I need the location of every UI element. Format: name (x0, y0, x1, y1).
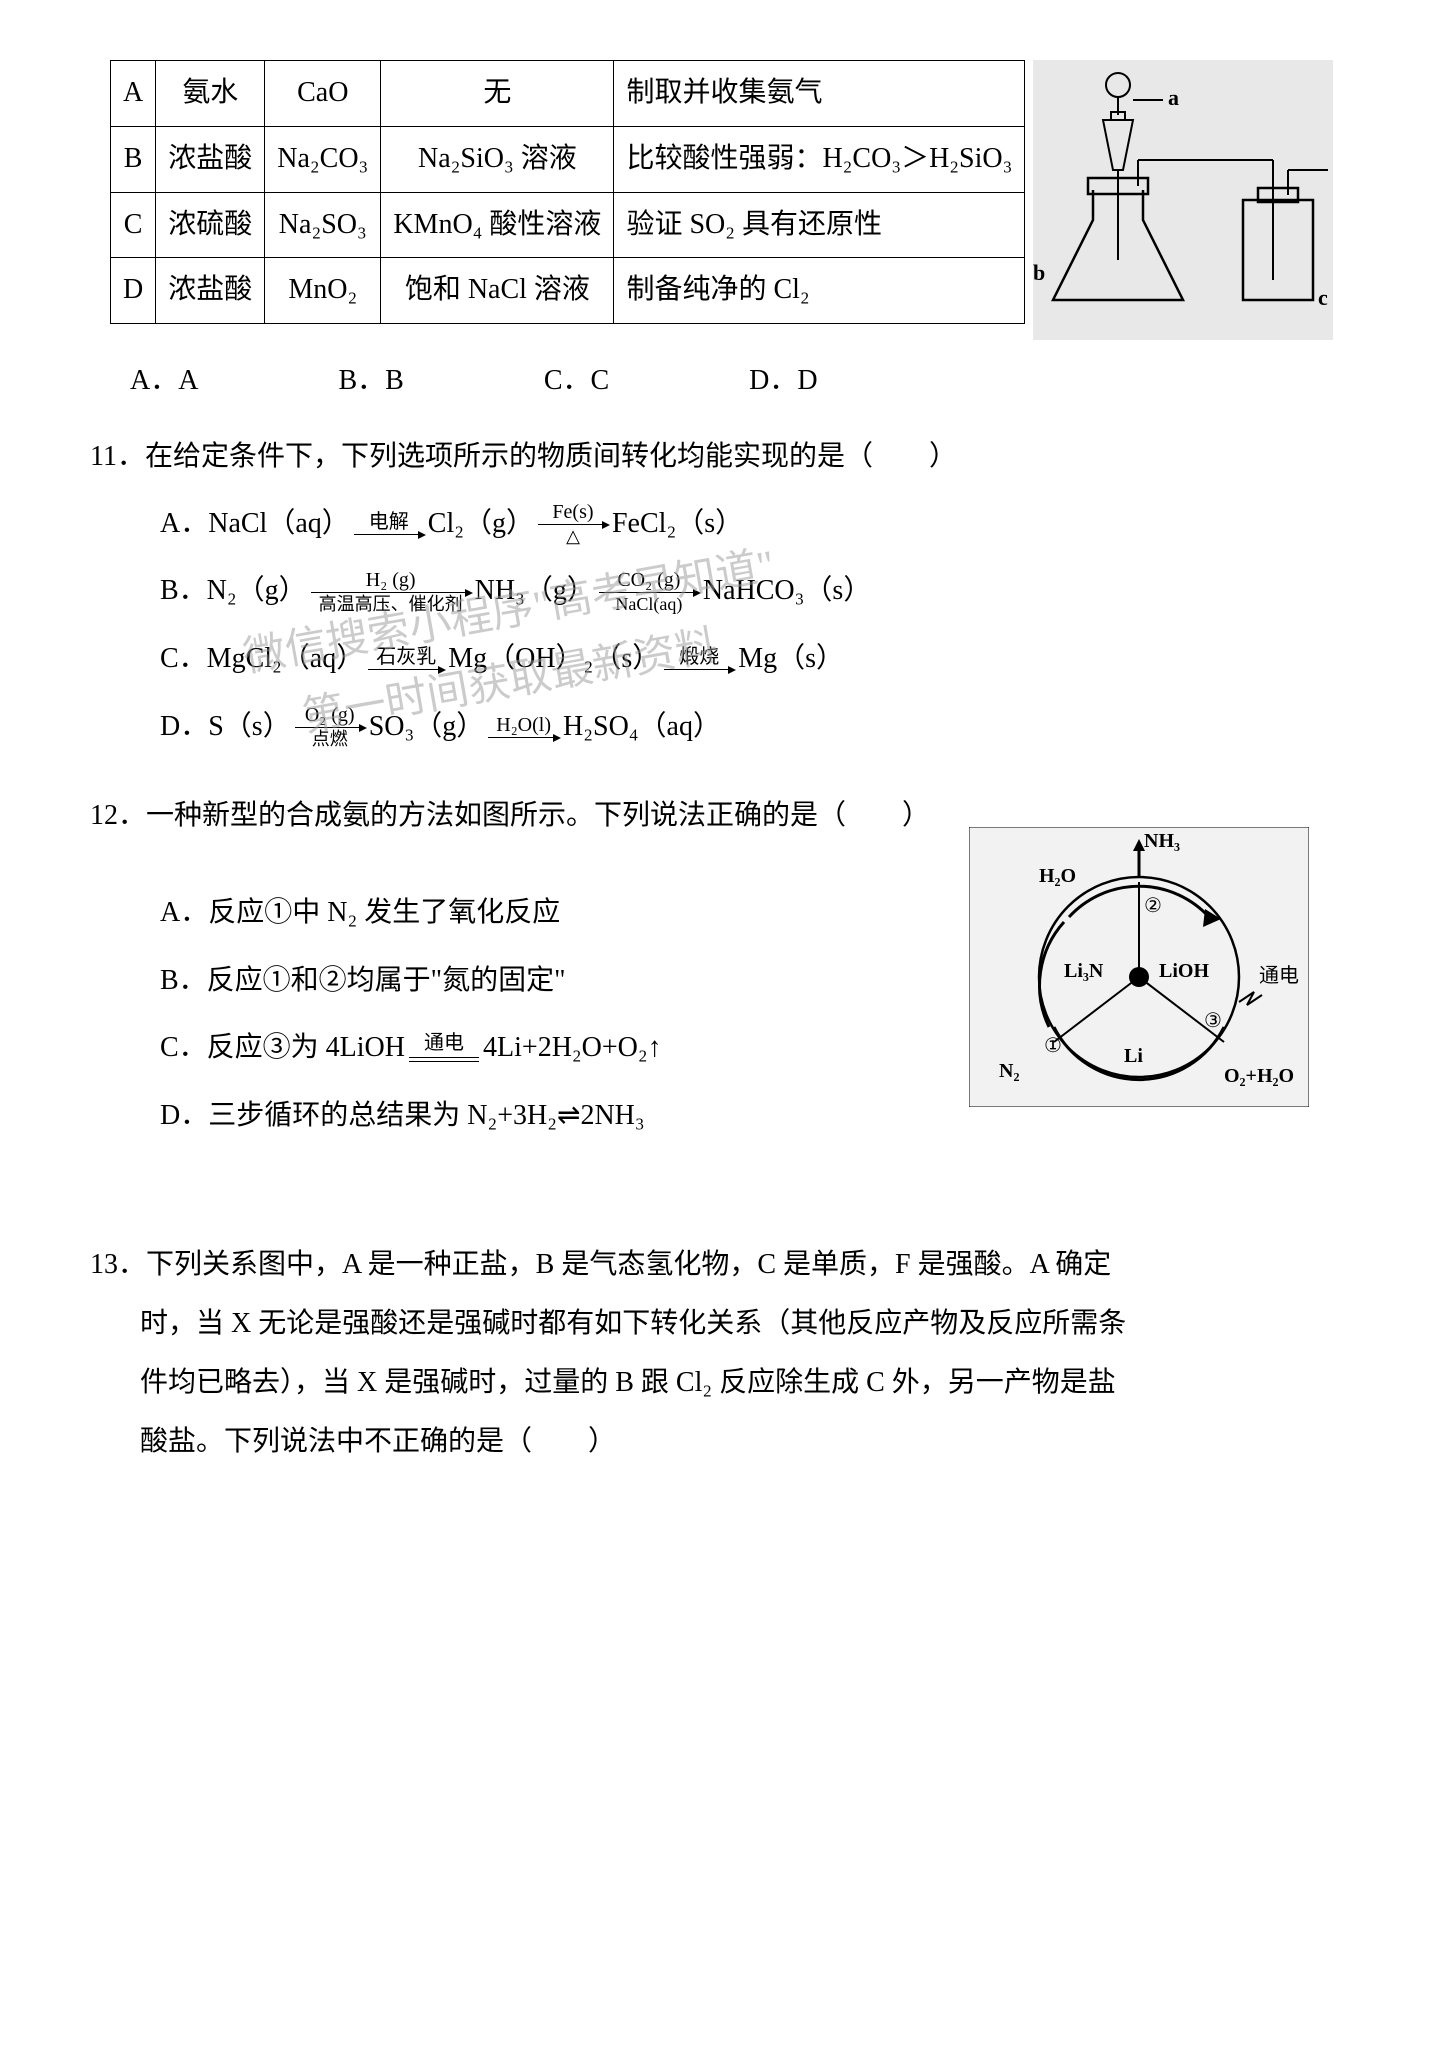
text: A．NaCl（aq） (160, 493, 350, 555)
text: C．MgCl₂（aq） (160, 628, 364, 690)
reaction-arrow: H₂O(l) (488, 715, 559, 738)
label: ③ (1204, 1010, 1222, 1032)
table-row: C 浓硫酸 Na₂SO₃ KMnO₄ 酸性溶液 验证 SO₂ 具有还原性 (111, 192, 1025, 258)
opt-d: D．D (749, 358, 817, 398)
q13-line3: 件均已略去），当 X 是强碱时，过量的 B 跟 Cl₂ 反应除生成 C 外，另一… (140, 1354, 1369, 1413)
cell: 氨水 (156, 61, 265, 127)
text: D．S（s） (160, 696, 291, 758)
q13-line4: 酸盐。下列说法中不正确的是（ ） (140, 1413, 1369, 1472)
cell: 浓盐酸 (156, 258, 265, 324)
q13-line1: 13．下列关系图中，A 是一种正盐，B 是气态氢化物，C 是单质，F 是强酸。A… (90, 1236, 1369, 1295)
experiment-table: A 氨水 CaO 无 制取并收集氨气 B 浓盐酸 Na₂CO₃ Na₂SiO₃ … (110, 60, 1025, 324)
reaction-arrow: 电解 (354, 512, 424, 535)
cell: 制备纯净的 Cl₂ (614, 258, 1025, 324)
cell-label: A (111, 61, 156, 127)
reaction-arrow: 通电 (409, 1033, 479, 1062)
text: SO₃（g） (369, 696, 485, 758)
label: LiOH (1159, 960, 1209, 982)
arrow-top: 石灰乳 (368, 647, 444, 669)
cell-label: C (111, 192, 156, 258)
cell: 饱和 NaCl 溶液 (381, 258, 614, 324)
label: N₂ (999, 1060, 1019, 1082)
text: 4Li+2H₂O+O₂↑ (483, 1017, 662, 1079)
text: FeCl₂（s） (612, 493, 743, 555)
arrow-bot: 点燃 (312, 728, 348, 748)
arrow-top: 电解 (361, 512, 417, 534)
table-apparatus-row: A 氨水 CaO 无 制取并收集氨气 B 浓盐酸 Na₂CO₃ Na₂SiO₃ … (110, 60, 1369, 340)
arrow-bot: NaCl(aq) (615, 593, 682, 613)
text: Mg（s） (738, 628, 844, 690)
cell: 制取并收集氨气 (614, 61, 1025, 127)
table-row: D 浓盐酸 MnO₂ 饱和 NaCl 溶液 制备纯净的 Cl₂ (111, 258, 1025, 324)
label: ① (1044, 1035, 1062, 1057)
opt-a: A．A (130, 358, 198, 398)
q10-options: A．A B．B C．C D．D (130, 358, 1369, 398)
question-11: 11．在给定条件下，下列选项所示的物质间转化均能实现的是（ ） A．NaCl（a… (80, 428, 1369, 757)
text: C．反应③为 4LiOH (160, 1017, 405, 1079)
text: NH₃（g） (475, 560, 595, 622)
question-12: 12．一种新型的合成氨的方法如图所示。下列说法正确的是（ ） NH₃ H₂O L… (80, 787, 1369, 1186)
reaction-arrow: Fe(s) △ (538, 502, 608, 545)
label-a: a (1168, 85, 1179, 110)
cell: 比较酸性强弱：H₂CO₃＞H₂SiO₃ (614, 126, 1025, 192)
reaction-arrow: CO₂ (g) NaCl(aq) (599, 570, 699, 613)
reaction-arrow: 石灰乳 (368, 647, 444, 670)
cell: 浓硫酸 (156, 192, 265, 258)
arrow-top: 煅烧 (671, 647, 727, 669)
label-c: c (1318, 285, 1328, 310)
q11-opt-d: D．S（s） O₂ (g) 点燃 SO₃（g） H₂O(l) H₂SO₄（aq） (160, 696, 1369, 758)
label: 通电 (1259, 964, 1299, 987)
text: H₂SO₄（aq） (563, 696, 721, 758)
cell: MnO₂ (265, 258, 381, 324)
cell-label: B (111, 126, 156, 192)
q11-opt-b: B．N₂（g） H₂ (g) 高温高压、催化剂 NH₃（g） CO₂ (g) N… (160, 560, 1369, 622)
arrow-bot: △ (566, 525, 580, 545)
text: NaHCO₃（s） (703, 560, 871, 622)
cell: Na₂SO₃ (265, 192, 381, 258)
cell: 验证 SO₂ 具有还原性 (614, 192, 1025, 258)
opt-b: B．B (338, 358, 403, 398)
page-content: A 氨水 CaO 无 制取并收集氨气 B 浓盐酸 Na₂CO₃ Na₂SiO₃ … (80, 60, 1369, 1472)
arrow-bot: 高温高压、催化剂 (319, 593, 463, 613)
reaction-arrow: H₂ (g) 高温高压、催化剂 (311, 570, 471, 613)
cell: Na₂CO₃ (265, 126, 381, 192)
label: H₂O (1039, 865, 1076, 887)
text: Cl₂（g） (428, 493, 534, 555)
arrow-top: Fe(s) (544, 502, 601, 524)
arrow-top: H₂O(l) (488, 715, 559, 737)
cell: Na₂SiO₃ 溶液 (381, 126, 614, 192)
q11-stem: 11．在给定条件下，下列选项所示的物质间转化均能实现的是（ ） (90, 428, 1369, 487)
arrow-top: H₂ (g) (358, 570, 424, 592)
text: Mg（OH）₂（s） (448, 628, 660, 690)
cell-label: D (111, 258, 156, 324)
cell: KMnO₄ 酸性溶液 (381, 192, 614, 258)
arrow-top: CO₂ (g) (609, 570, 688, 592)
cell: 无 (381, 61, 614, 127)
label: Li (1124, 1045, 1143, 1067)
q11-opt-c: C．MgCl₂（aq） 石灰乳 Mg（OH）₂（s） 煅烧 Mg（s） (160, 628, 1369, 690)
table-row: B 浓盐酸 Na₂CO₃ Na₂SiO₃ 溶液 比较酸性强弱：H₂CO₃＞H₂S… (111, 126, 1025, 192)
table-row: A 氨水 CaO 无 制取并收集氨气 (111, 61, 1025, 127)
ammonia-cycle-diagram: NH₃ H₂O Li₃N LiOH 通电 Li N₂ O₂+H₂O ① ② ③ (969, 827, 1309, 1107)
arrow-top: 通电 (416, 1033, 472, 1055)
q13-line2: 时，当 X 无论是强酸还是强碱时都有如下转化关系（其他反应产物及反应所需条 (140, 1295, 1369, 1354)
question-13: 13．下列关系图中，A 是一种正盐，B 是气态氢化物，C 是单质，F 是强酸。A… (80, 1236, 1369, 1471)
label: NH₃ (1144, 830, 1180, 852)
label: O₂+H₂O (1224, 1065, 1294, 1087)
apparatus-diagram: a b c (1033, 60, 1333, 340)
label: ② (1144, 895, 1162, 917)
arrow-top: O₂ (g) (297, 705, 363, 727)
label-b: b (1033, 260, 1045, 285)
opt-c: C．C (544, 358, 609, 398)
reaction-arrow: 煅烧 (664, 647, 734, 670)
cell: CaO (265, 61, 381, 127)
label: Li₃N (1064, 960, 1104, 982)
cell: 浓盐酸 (156, 126, 265, 192)
q11-opt-a: A．NaCl（aq） 电解 Cl₂（g） Fe(s) △ FeCl₂（s） (160, 493, 1369, 555)
reaction-arrow: O₂ (g) 点燃 (295, 705, 365, 748)
text: B．N₂（g） (160, 560, 307, 622)
